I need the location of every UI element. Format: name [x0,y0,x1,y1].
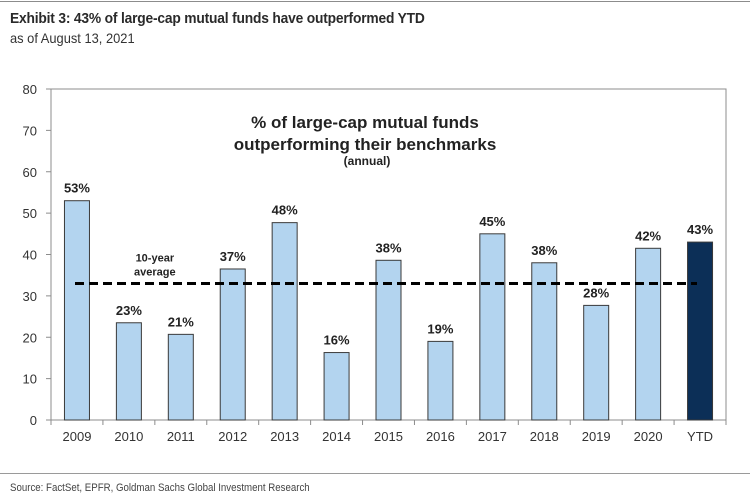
bar-2015 [375,259,402,421]
bar-2020 [635,247,662,421]
y-tick-label: 70 [23,123,37,138]
y-tick-label: 80 [23,82,37,97]
x-tick-label-2010: 2010 [114,429,143,444]
data-label-2012: 37% [220,249,246,264]
x-tick-label-2018: 2018 [530,429,559,444]
data-label-2011: 21% [168,314,194,329]
data-label-2015: 38% [375,240,401,255]
chart-axes: 0 10 20 30 40 50 60 70 80 2009 2010 2011 2012 2013 201… [23,82,727,444]
x-tick-label-2009: 2009 [63,429,92,444]
chart-title-line-1: % of large-cap mutual funds [251,113,479,132]
bar-2018 [531,262,558,421]
bar-2012 [219,268,246,421]
top-divider [0,1,750,2]
bar-2013 [271,222,298,421]
y-tick-label: 10 [23,372,37,387]
data-label-2019: 28% [583,285,609,300]
y-tick-label: 60 [23,165,37,180]
chart-title-line-2: outperforming their benchmarks [234,135,497,154]
bars-group [63,200,714,421]
x-tick-label-2012: 2012 [218,429,247,444]
y-tick-label: 40 [23,248,37,263]
x-tick-label-2020: 2020 [634,429,663,444]
exhibit-date: as of August 13, 2021 [10,30,135,46]
bar-2016 [427,340,454,421]
bar-2011 [167,333,194,421]
x-tick-label-2016: 2016 [426,429,455,444]
x-tick-label-2013: 2013 [270,429,299,444]
data-label-2014: 16% [324,333,350,348]
bottom-divider [0,473,750,474]
bar-2010 [115,322,142,421]
source-note: Source: FactSet, EPFR, Goldman Sachs Glo… [10,482,310,494]
x-tick-label-2017: 2017 [478,429,507,444]
data-label-ytd: 43% [687,222,713,237]
y-tick-label: 0 [30,413,37,428]
data-label-2017: 45% [479,214,505,229]
data-label-2020: 42% [635,228,661,243]
data-label-2018: 38% [531,243,557,258]
exhibit-title: Exhibit 3: 43% of large-cap mutual funds… [10,10,425,27]
chart-subtitle: (annual) [344,154,391,168]
data-labels-group: 53% 23% 21% 37% 48% 16% 38% 19% 45% 38% 28% 42% 43% [64,181,714,348]
average-label-line-1: 10-year [136,252,175,264]
y-tick-label: 30 [23,289,37,304]
x-tick-label-2019: 2019 [582,429,611,444]
data-label-2013: 48% [272,203,298,218]
y-tick-label: 50 [23,206,37,221]
x-tick-label-2011: 2011 [167,429,195,444]
bar-2009 [63,200,90,421]
x-tick-label-ytd: YTD [687,429,713,444]
bar-ytd [687,241,714,421]
data-label-2009: 53% [64,181,90,196]
y-tick-label: 20 [23,330,37,345]
bar-2014 [323,352,350,421]
data-label-2016: 19% [427,321,453,336]
x-tick-label-2015: 2015 [374,429,403,444]
average-line-group: 10-year average [75,252,697,285]
bar-2017 [479,233,506,421]
x-tick-label-2014: 2014 [322,429,351,444]
data-label-2010: 23% [116,303,142,318]
average-label-line-2: average [134,266,176,278]
bar-2019 [583,304,610,421]
